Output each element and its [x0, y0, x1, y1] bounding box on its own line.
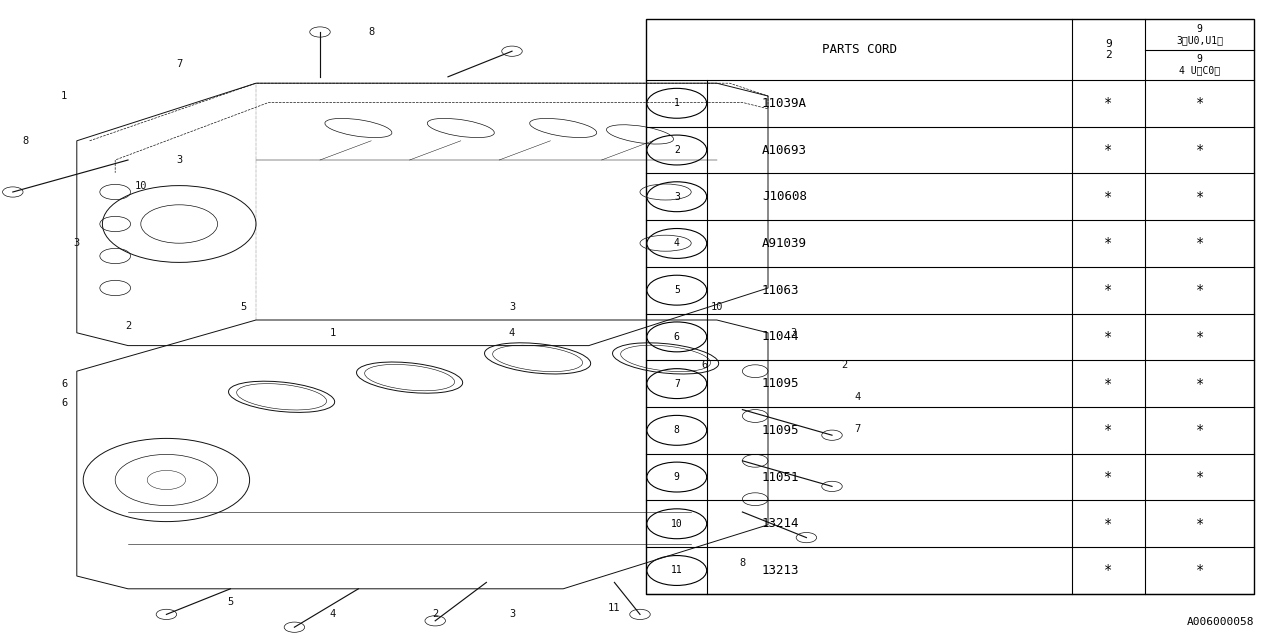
Circle shape	[822, 481, 842, 492]
Circle shape	[156, 609, 177, 620]
Text: 6: 6	[61, 398, 67, 408]
Circle shape	[646, 462, 707, 492]
Text: 8: 8	[369, 27, 374, 37]
Text: 8: 8	[673, 426, 680, 435]
Text: 11095: 11095	[762, 424, 800, 437]
Text: 11095: 11095	[762, 377, 800, 390]
Text: 10: 10	[710, 302, 723, 312]
Text: 3: 3	[791, 328, 796, 338]
Circle shape	[646, 369, 707, 399]
Circle shape	[646, 135, 707, 165]
Text: *: *	[1105, 143, 1112, 157]
Circle shape	[3, 187, 23, 197]
Text: *: *	[1196, 236, 1204, 250]
Circle shape	[425, 616, 445, 626]
Circle shape	[796, 532, 817, 543]
Text: 2: 2	[125, 321, 131, 332]
Text: 3: 3	[509, 609, 515, 620]
Text: 9: 9	[673, 472, 680, 482]
Circle shape	[646, 322, 707, 352]
Text: 9
4 U〈C0〉: 9 4 U〈C0〉	[1179, 54, 1220, 76]
Circle shape	[646, 509, 707, 539]
Text: *: *	[1196, 563, 1204, 577]
Text: 4: 4	[673, 239, 680, 248]
Text: 13213: 13213	[762, 564, 800, 577]
Text: 2: 2	[673, 145, 680, 155]
Circle shape	[630, 609, 650, 620]
Text: 10: 10	[671, 519, 682, 529]
Circle shape	[284, 622, 305, 632]
Text: 10: 10	[134, 180, 147, 191]
Text: 13214: 13214	[762, 517, 800, 531]
Text: 11063: 11063	[762, 284, 800, 297]
Text: 6: 6	[61, 379, 67, 389]
Text: A91039: A91039	[762, 237, 806, 250]
Text: 3: 3	[673, 192, 680, 202]
Text: 8: 8	[740, 558, 745, 568]
Text: J10608: J10608	[762, 190, 806, 204]
Text: *: *	[1105, 330, 1112, 344]
Text: *: *	[1196, 96, 1204, 110]
Text: 7: 7	[177, 59, 182, 69]
Text: 1: 1	[673, 99, 680, 108]
Text: 2: 2	[433, 609, 438, 620]
Text: 3: 3	[509, 302, 515, 312]
Text: 2: 2	[842, 360, 847, 370]
Text: *: *	[1105, 376, 1112, 390]
Text: 9
2: 9 2	[1105, 39, 1112, 60]
Text: *: *	[1196, 376, 1204, 390]
Text: 11: 11	[671, 566, 682, 575]
Text: 9
3〈U0,U1〉: 9 3〈U0,U1〉	[1176, 24, 1224, 45]
Text: 4: 4	[330, 609, 335, 620]
Text: A10693: A10693	[762, 143, 806, 157]
Text: 1: 1	[61, 91, 67, 101]
Text: 7: 7	[673, 379, 680, 388]
Circle shape	[646, 228, 707, 259]
Text: 7: 7	[855, 424, 860, 434]
Text: 4: 4	[509, 328, 515, 338]
Circle shape	[646, 275, 707, 305]
Text: PARTS CORD: PARTS CORD	[822, 43, 897, 56]
Text: *: *	[1105, 470, 1112, 484]
Text: 11: 11	[608, 603, 621, 613]
Circle shape	[822, 430, 842, 440]
Text: A006000058: A006000058	[1187, 617, 1254, 627]
Bar	[646, 19, 1254, 594]
Circle shape	[646, 182, 707, 212]
Text: 4: 4	[855, 392, 860, 402]
Text: 1: 1	[330, 328, 335, 338]
Text: *: *	[1196, 516, 1204, 531]
Text: *: *	[1105, 96, 1112, 110]
Text: 3: 3	[74, 238, 79, 248]
Circle shape	[502, 46, 522, 56]
Text: *: *	[1105, 189, 1112, 204]
Circle shape	[310, 27, 330, 37]
Text: 11039A: 11039A	[762, 97, 806, 110]
Text: 11051: 11051	[762, 470, 800, 484]
Text: *: *	[1196, 330, 1204, 344]
Text: *: *	[1105, 423, 1112, 437]
Text: 8: 8	[23, 136, 28, 146]
Text: *: *	[1196, 283, 1204, 297]
Text: 11044: 11044	[762, 330, 800, 344]
Circle shape	[646, 415, 707, 445]
Circle shape	[646, 556, 707, 586]
Text: 5: 5	[673, 285, 680, 295]
Text: 6: 6	[673, 332, 680, 342]
Text: *: *	[1105, 563, 1112, 577]
Text: *: *	[1105, 283, 1112, 297]
Circle shape	[646, 88, 707, 118]
Text: *: *	[1196, 143, 1204, 157]
Text: 6: 6	[701, 360, 707, 370]
Text: 3: 3	[177, 155, 182, 165]
Text: *: *	[1196, 423, 1204, 437]
Text: *: *	[1196, 470, 1204, 484]
Text: *: *	[1105, 516, 1112, 531]
Text: 5: 5	[228, 596, 233, 607]
Text: 5: 5	[241, 302, 246, 312]
Text: *: *	[1196, 189, 1204, 204]
Text: *: *	[1105, 236, 1112, 250]
